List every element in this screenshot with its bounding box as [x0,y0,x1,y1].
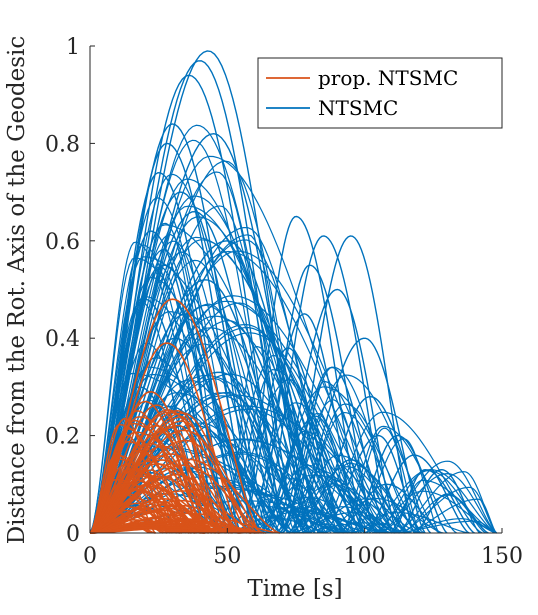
ntsmc-trajectory [292,380,396,534]
legend-label: prop. NTSMC [318,66,458,90]
ntsmc-trajectory [259,496,377,534]
ntsmc-trajectory [344,427,421,534]
prop-ntsmc-trajectory [89,506,216,534]
ntsmc-trajectory [282,366,407,534]
x-tick-label: 100 [344,544,386,569]
ntsmc-trajectory [293,522,407,534]
ntsmc-trajectory [302,498,411,534]
ntsmc-trajectory [89,139,289,534]
ntsmc-trajectory [278,374,440,534]
ntsmc-trajectory [257,386,425,534]
ntsmc-trajectory [289,484,388,534]
prop-ntsmc-trajectory [89,526,183,534]
y-tick-label: 0.8 [45,132,80,157]
x-tick-label: 0 [83,544,97,569]
axes: 0 50 100 150 0 0.2 0.4 0.6 0.8 1 [45,35,523,569]
ntsmc-trajectory [299,506,397,534]
prop-ntsmc-trajectory [89,463,240,534]
ntsmc-trajectory [226,369,363,534]
prop-ntsmc-trajectory [89,526,260,534]
y-tick-label: 1 [66,35,80,60]
plot-area [89,50,497,534]
ntsmc-trajectory [89,191,272,534]
ntsmc-trajectory [398,518,497,534]
ntsmc-trajectory [288,512,388,534]
ntsmc-trajectory [375,470,489,534]
y-tick-label: 0.4 [45,327,80,352]
ntsmc-trajectory [89,239,356,534]
legend: prop. NTSMC NTSMC [257,57,503,129]
ntsmc-trajectory [234,507,370,534]
ntsmc-trajectory [89,230,234,534]
ntsmc-trajectory [323,497,444,534]
ntsmc-trajectory [236,511,386,534]
y-tick-label: 0 [66,522,80,547]
prop-ntsmc-trajectory [89,493,171,534]
ntsmc-trajectory [281,470,379,534]
ntsmc-trajectory [240,347,344,534]
ntsmc-trajectory [220,378,343,534]
legend-box [257,57,503,129]
prop-ntsmc-trajectory [89,478,200,534]
prop-ntsmc-trajectory [89,514,212,534]
ntsmc-trajectory [292,403,417,534]
legend-label: NTSMC [318,96,398,120]
prop-ntsmc-trajectory [89,423,199,534]
ntsmc-trajectory [400,494,487,534]
x-axis-label: Time [s] [247,576,342,602]
y-tick-label: 0.2 [45,425,80,450]
y-tick-label: 0.6 [45,230,80,255]
y-axis-label: Distance from the Rot. Axis of the Geode… [4,36,30,545]
ntsmc-trajectory [215,354,319,534]
ntsmc-trajectory [258,464,382,534]
ntsmc-trajectory [354,438,440,534]
ntsmc-trajectory [89,171,296,534]
x-tick-label: 50 [213,544,241,569]
prop-ntsmc-trajectory [89,464,202,534]
prop-ntsmc-trajectory [89,490,258,534]
ntsmc-trajectory [89,394,397,534]
prop-ntsmc-trajectory [89,475,248,534]
ntsmc-trajectory [378,460,497,534]
x-tick-label: 150 [481,544,523,569]
ntsmc-trajectory [225,345,326,534]
ntsmc-trajectory [89,266,219,534]
ntsmc-trajectory [379,473,497,534]
